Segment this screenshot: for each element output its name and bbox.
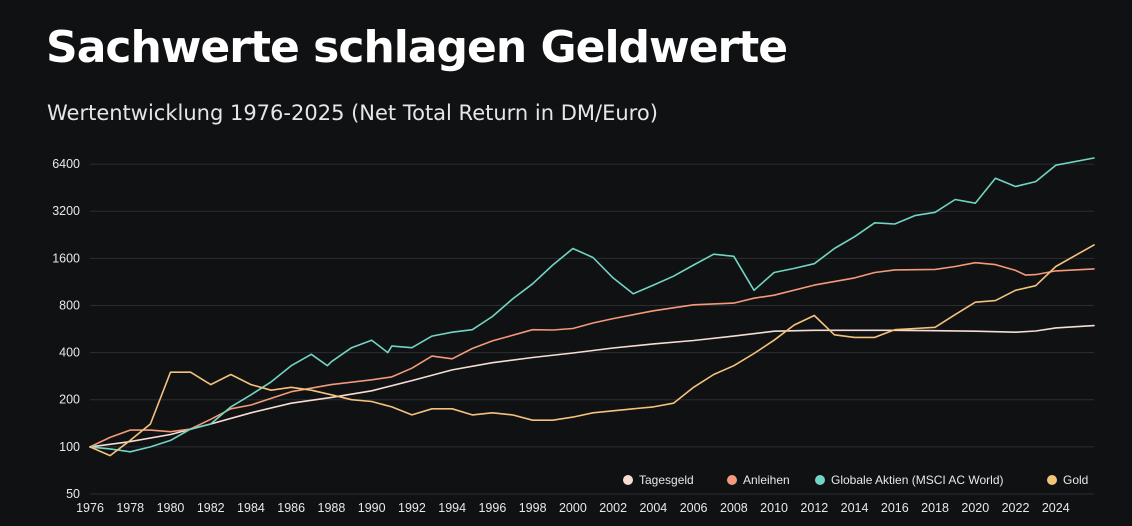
- y-tick-label: 6400: [52, 157, 80, 171]
- legend-label: Gold: [1063, 473, 1088, 487]
- legend: Tagesgeld Anleihen Globale Aktien (MSCI AC…: [623, 473, 1088, 487]
- x-tick-label: 1984: [237, 501, 265, 515]
- chart-subtitle: Wertentwicklung 1976-2025 (Net Total Ret…: [47, 101, 658, 125]
- series-line-tagesgeld: [89, 324, 1095, 448]
- x-tick-label: 1998: [519, 501, 547, 515]
- y-tick-label: 100: [59, 440, 80, 454]
- x-tick-label: 2004: [639, 501, 667, 515]
- x-tick-label: 1976: [76, 501, 104, 515]
- x-tick-label: 2008: [720, 501, 748, 515]
- y-axis-ticks: 50 100 200 400 800 1600 3200 6400: [52, 157, 80, 501]
- y-tick-label: 200: [59, 393, 80, 407]
- x-tick-label: 2000: [559, 501, 587, 515]
- legend-label: Globale Aktien (MSCI AC World): [831, 473, 1004, 487]
- x-tick-label: 2010: [760, 501, 788, 515]
- x-axis-ticks: 1976 1978 1980 1982 1984 1986 1988 1990 1992 1994…: [76, 501, 1070, 515]
- x-tick-label: 1992: [398, 501, 426, 515]
- y-tick-label: 800: [59, 298, 80, 312]
- series-line-globale-aktien-msci-ac-world: [89, 157, 1095, 453]
- x-tick-label: 1994: [438, 501, 466, 515]
- x-tick-label: 2002: [599, 501, 627, 515]
- x-tick-label: 1990: [358, 501, 386, 515]
- y-tick-label: 400: [59, 346, 80, 360]
- x-tick-label: 2018: [921, 501, 949, 515]
- legend-swatch: [1047, 475, 1057, 485]
- x-tick-label: 1980: [157, 501, 185, 515]
- x-tick-label: 2006: [680, 501, 708, 515]
- x-tick-label: 1986: [277, 501, 305, 515]
- x-tick-label: 2020: [961, 501, 989, 515]
- legend-label: Anleihen: [743, 473, 790, 487]
- x-tick-label: 1978: [116, 501, 144, 515]
- y-tick-label: 3200: [52, 204, 80, 218]
- gridlines: [90, 163, 1094, 495]
- series-line-gold: [89, 244, 1095, 457]
- legend-label: Tagesgeld: [639, 473, 694, 487]
- x-tick-label: 2024: [1042, 501, 1070, 515]
- y-tick-label: 50: [66, 487, 80, 501]
- series-line-anleihen: [89, 261, 1095, 448]
- x-tick-label: 2012: [800, 501, 828, 515]
- chart-title: Sachwerte schlagen Geldwerte: [46, 22, 788, 73]
- x-tick-label: 1996: [478, 501, 506, 515]
- x-tick-label: 2022: [1002, 501, 1030, 515]
- legend-swatch: [727, 475, 737, 485]
- x-tick-label: 1988: [318, 501, 346, 515]
- x-tick-label: 1982: [197, 501, 225, 515]
- legend-swatch: [815, 475, 825, 485]
- x-tick-label: 2014: [841, 501, 869, 515]
- x-tick-label: 2016: [881, 501, 909, 515]
- y-tick-label: 1600: [52, 251, 80, 265]
- series-lines: [89, 157, 1095, 457]
- legend-swatch: [623, 475, 633, 485]
